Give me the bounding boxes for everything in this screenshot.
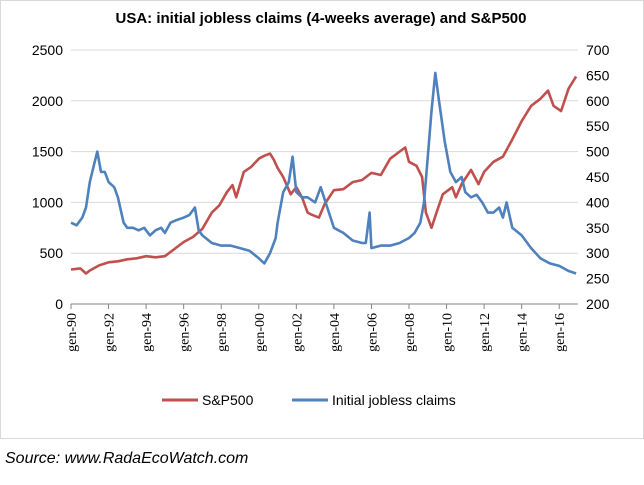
x-tick-label: gen-98: [215, 313, 230, 352]
right-tick-label: 400: [586, 194, 610, 210]
series-line-jobless-claims: [70, 71, 577, 275]
x-tick-label: gen-10: [441, 313, 456, 352]
right-axis-ticks: 200 250 300 350 400 450 500 550 600 650 700: [586, 42, 610, 312]
x-tick-label: gen-08: [403, 313, 418, 352]
x-tick-label: gen-92: [103, 313, 118, 352]
x-tick-label: gen-04: [328, 313, 343, 352]
left-tick-label: 500: [40, 245, 64, 261]
chart-title: USA: initial jobless claims (4-weeks ave…: [115, 10, 526, 27]
series-layer: [70, 71, 578, 275]
x-tick-label: gen-16: [553, 313, 568, 352]
left-tick-label: 2000: [32, 93, 63, 109]
right-tick-label: 250: [586, 271, 610, 287]
left-tick-label: 1500: [32, 144, 63, 160]
right-tick-label: 300: [586, 245, 610, 261]
right-tick-label: 450: [586, 169, 610, 185]
right-tick-label: 200: [586, 296, 610, 312]
source-caption: Source: www.RadaEcoWatch.com: [5, 450, 249, 467]
legend-label-sp500: S&P500: [202, 392, 254, 408]
right-tick-label: 700: [586, 42, 610, 58]
x-tick-label: gen-12: [478, 313, 493, 352]
left-tick-label: 1000: [32, 194, 63, 210]
right-tick-label: 600: [586, 93, 610, 109]
left-tick-label: 2500: [32, 42, 63, 58]
left-tick-label: 0: [55, 296, 63, 312]
x-tick-label: gen-94: [140, 313, 155, 352]
x-tick-label: gen-00: [253, 313, 268, 352]
right-tick-label: 350: [586, 220, 610, 236]
right-tick-label: 550: [586, 118, 610, 134]
x-tick-label: gen-96: [178, 313, 193, 352]
right-tick-label: 650: [586, 67, 610, 83]
right-tick-label: 500: [586, 144, 610, 160]
x-tick-label: gen-02: [290, 313, 305, 352]
x-tick-label: gen-06: [365, 313, 380, 352]
x-tick-label: gen-90: [65, 313, 80, 352]
series-line-sp500: [70, 75, 578, 275]
chart: USA: initial jobless claims (4-weeks ave…: [32, 10, 610, 408]
x-axis-ticks: gen-90 gen-92 gen-94 gen-96 gen-98 gen-00 gen-…: [65, 304, 568, 352]
left-axis-ticks: 0 500 1000 1500 2000 2500: [32, 42, 63, 312]
gridlines: [71, 49, 578, 254]
legend: S&P500 Initial jobless claims: [162, 392, 456, 408]
x-tick-label: gen-14: [516, 313, 531, 352]
legend-label-jobless: Initial jobless claims: [332, 392, 456, 408]
